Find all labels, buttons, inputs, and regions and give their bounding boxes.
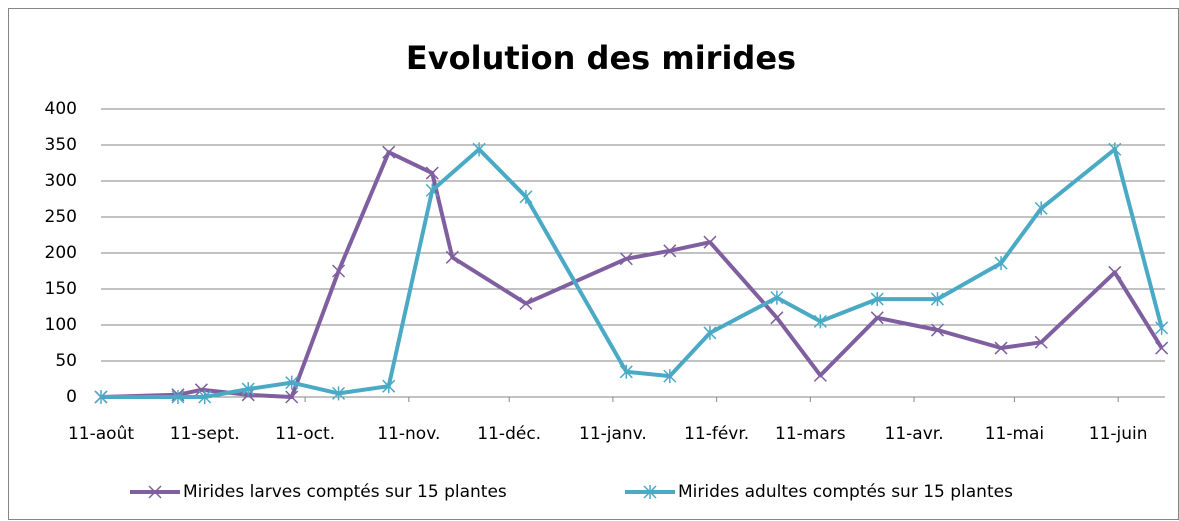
marker	[619, 364, 633, 379]
marker	[425, 183, 439, 198]
y-tick-label: 300	[45, 171, 77, 191]
marker	[1155, 320, 1169, 335]
legend-label: Mirides larves comptés sur 15 plantes	[183, 482, 507, 502]
y-tick-label: 0	[66, 387, 77, 407]
y-tick-label: 150	[45, 279, 77, 299]
marker	[445, 250, 459, 264]
marker	[643, 485, 657, 499]
marker	[285, 375, 299, 390]
legend-label: Mirides adultes comptés sur 15 plantes	[678, 482, 1013, 502]
marker	[285, 390, 299, 404]
marker	[770, 290, 784, 305]
marker	[770, 311, 784, 325]
x-tick-label: 11-mai	[985, 424, 1044, 444]
x-tick-label: 11-oct.	[275, 424, 335, 444]
marker	[663, 244, 677, 258]
marker	[870, 292, 884, 307]
marker	[472, 142, 486, 157]
marker	[332, 386, 346, 401]
x-tick-label: 11-juin	[1089, 424, 1148, 444]
x-tick-label: 11-nov.	[377, 424, 440, 444]
chart-border	[8, 8, 1179, 520]
marker	[1034, 201, 1048, 216]
y-tick-label: 50	[55, 351, 77, 371]
marker	[619, 252, 633, 266]
marker	[382, 145, 396, 159]
marker	[930, 292, 945, 307]
marker	[519, 296, 533, 310]
marker	[813, 314, 827, 329]
marker	[930, 323, 945, 337]
marker	[171, 390, 185, 404]
y-tick-label: 100	[45, 315, 77, 335]
marker	[1108, 142, 1122, 157]
y-tick-label: 350	[45, 135, 77, 155]
marker	[1108, 265, 1122, 279]
marker	[241, 382, 255, 397]
marker	[332, 264, 346, 278]
marker	[519, 189, 533, 204]
x-tick-label: 11-avr.	[885, 424, 944, 444]
x-tick-label: 11-mars	[775, 424, 846, 444]
x-tick-label: 11-déc.	[477, 424, 541, 444]
marker	[994, 341, 1008, 355]
marker	[1034, 335, 1048, 349]
x-tick-label: 11-janv.	[579, 424, 647, 444]
marker	[703, 325, 717, 340]
marker	[994, 256, 1008, 271]
x-tick-label: 11-sept.	[170, 424, 240, 444]
chart-title: Evolution des mirides	[406, 39, 796, 77]
marker	[870, 311, 884, 325]
marker	[425, 166, 439, 180]
marker	[198, 390, 212, 404]
y-tick-label: 200	[45, 243, 77, 263]
x-tick-label: 11-févr.	[684, 424, 749, 444]
marker	[703, 235, 717, 249]
y-tick-label: 250	[45, 207, 77, 227]
marker	[382, 379, 396, 394]
y-tick-label: 400	[45, 99, 77, 119]
marker	[663, 369, 677, 384]
marker	[813, 368, 827, 382]
marker	[148, 485, 162, 499]
marker	[1155, 341, 1169, 355]
x-tick-label: 11-août	[68, 424, 134, 444]
marker	[94, 390, 108, 404]
